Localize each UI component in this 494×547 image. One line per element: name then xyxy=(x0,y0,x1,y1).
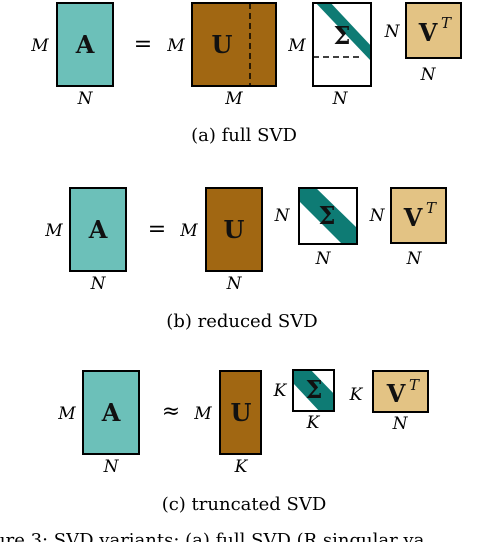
matrix-vt: V T K N xyxy=(349,370,429,434)
matrix-vt-box xyxy=(405,2,462,59)
matrix-sigma-cols-label: N xyxy=(332,89,349,109)
matrix-vt-symbol: V xyxy=(403,203,423,232)
matrix-a-cols-label: N xyxy=(103,457,120,477)
matrix-sigma: Σ M N xyxy=(287,2,372,109)
matrix-u-box xyxy=(205,187,263,272)
operator: ≈ xyxy=(162,399,180,424)
panel-reduced-svd: A M N = U M N Σ N N V T N N (b) reduced … xyxy=(44,187,447,332)
matrix-a-cols-label: N xyxy=(77,89,94,109)
matrix-vt-superscript: T xyxy=(426,199,437,217)
matrix-vt-rows-label: N xyxy=(384,22,401,42)
matrix-sigma-symbol: Σ xyxy=(306,375,323,404)
matrix-u-cols-label: K xyxy=(234,457,249,477)
matrix-sigma-rows-label: N xyxy=(274,206,291,226)
matrix-a-box xyxy=(82,370,140,455)
matrix-vt-box xyxy=(372,370,429,413)
matrix-sigma: Σ K K xyxy=(273,369,335,433)
figure-caption-fragment: ure 3: SVD variants: (a) full SVD (R sin… xyxy=(0,530,425,542)
matrix-vt-cols-label: N xyxy=(420,65,437,85)
matrix-sigma-diagonal xyxy=(299,188,357,244)
matrix-sigma-box xyxy=(298,187,358,245)
matrix-sigma-box xyxy=(292,369,335,412)
operator: = xyxy=(134,32,152,57)
matrix-a-box xyxy=(56,2,114,87)
matrix-u-symbol: U xyxy=(212,30,233,59)
matrix-u-box xyxy=(191,2,277,87)
panel-truncated-svd: A M N ≈ U M K Σ K K V T K N (c) truncate… xyxy=(57,369,429,515)
matrix-sigma: Σ N N xyxy=(274,187,358,269)
matrix-u-rows-label: M xyxy=(166,36,185,56)
matrix-vt: V T N N xyxy=(369,187,447,269)
matrix-vt-rows-label: K xyxy=(349,385,364,405)
matrix-sigma-rows-label: K xyxy=(273,381,288,401)
matrix-vt-symbol: V xyxy=(418,18,438,47)
matrix-vt-rows-label: N xyxy=(369,206,386,226)
matrix-sigma-symbol: Σ xyxy=(334,21,351,50)
matrix-a-symbol: A xyxy=(101,398,121,427)
matrix-a-rows-label: M xyxy=(44,221,63,241)
caption-full-svd: (a) full SVD xyxy=(191,125,297,146)
matrix-u: U M K xyxy=(193,370,262,477)
matrix-a: A M N xyxy=(30,2,114,109)
matrix-u-cols-label: N xyxy=(226,274,243,294)
matrix-sigma-box xyxy=(312,2,372,87)
matrix-a: A M N xyxy=(57,370,140,477)
matrix-u-rows-label: M xyxy=(193,404,212,424)
matrix-a-cols-label: N xyxy=(90,274,107,294)
caption-reduced-svd: (b) reduced SVD xyxy=(166,311,317,332)
matrix-u-rows-label: M xyxy=(179,221,198,241)
matrix-u-symbol: U xyxy=(224,215,245,244)
matrix-vt: V T N N xyxy=(384,2,462,85)
matrix-vt-symbol: V xyxy=(386,379,406,408)
operator: = xyxy=(148,217,166,242)
matrix-a-rows-label: M xyxy=(30,36,49,56)
caption-truncated-svd: (c) truncated SVD xyxy=(162,494,327,515)
matrix-sigma-diagonal xyxy=(293,370,334,411)
matrix-vt-superscript: T xyxy=(409,376,420,394)
matrix-a: A M N xyxy=(44,187,127,294)
matrix-vt-superscript: T xyxy=(441,14,452,32)
matrix-sigma-diagonal xyxy=(315,3,371,61)
matrix-sigma-cols-label: N xyxy=(315,249,332,269)
matrix-u-cols-label: M xyxy=(224,89,243,109)
matrix-sigma-symbol: Σ xyxy=(319,201,336,230)
matrix-u-symbol: U xyxy=(231,398,252,427)
matrix-u: U M N xyxy=(179,187,263,294)
matrix-u-box xyxy=(219,370,262,455)
matrix-vt-cols-label: N xyxy=(406,249,423,269)
matrix-vt-cols-label: N xyxy=(392,414,409,434)
matrix-a-symbol: A xyxy=(88,215,108,244)
matrix-a-box xyxy=(69,187,127,272)
matrix-vt-box xyxy=(390,187,447,244)
matrix-u: U M M xyxy=(166,2,277,109)
matrix-sigma-rows-label: M xyxy=(287,36,306,56)
panel-full-svd: A M N = U M M Σ M N V T N N xyxy=(30,2,462,146)
matrix-a-rows-label: M xyxy=(57,404,76,424)
matrix-sigma-cols-label: K xyxy=(306,413,321,433)
matrix-a-symbol: A xyxy=(75,30,95,59)
